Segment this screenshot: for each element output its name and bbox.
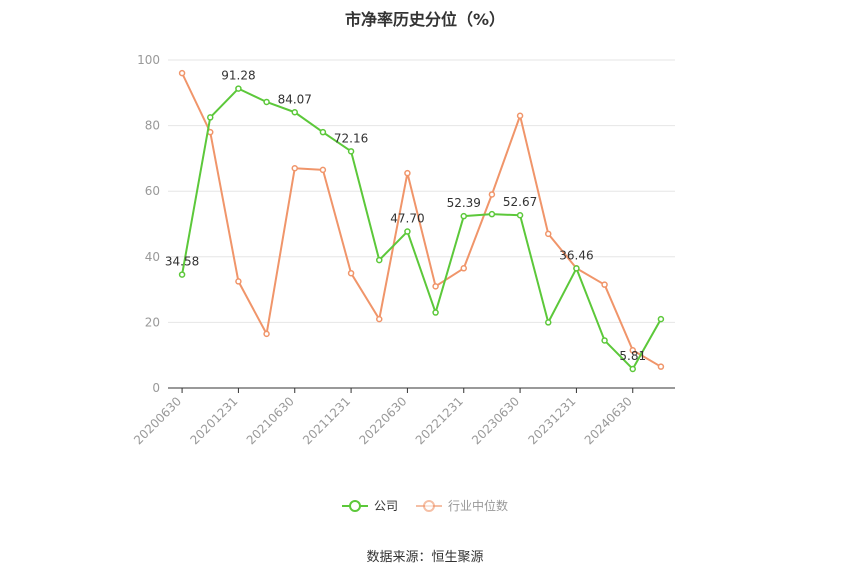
data-label-16: 5.81 <box>619 349 646 363</box>
data-point-s0-15 <box>601 337 608 344</box>
data-point-s0-1 <box>207 114 214 121</box>
x-tick-label-20201231: 20201231 <box>187 394 240 447</box>
legend-marker-industry-median <box>416 499 442 512</box>
y-tick-label-40: 40 <box>145 250 160 264</box>
legend-label-industry-median: 行业中位数 <box>448 499 509 513</box>
data-point-s0-12 <box>516 211 524 219</box>
legend-label-company: 公司 <box>373 499 398 513</box>
data-label-8: 47.70 <box>390 212 424 226</box>
data-point-s0-8 <box>404 228 411 235</box>
legend: 公司 行业中位数 <box>0 497 850 514</box>
data-point-s1-3 <box>263 330 270 338</box>
data-label-12: 52.67 <box>503 195 537 209</box>
data-point-s1-6 <box>347 269 355 277</box>
x-tick-label-20210630: 20210630 <box>244 394 297 447</box>
data-point-s1-8 <box>404 169 411 177</box>
data-point-s1-17 <box>657 363 665 370</box>
data-point-s0-5 <box>319 128 327 136</box>
data-point-s1-11 <box>488 191 496 198</box>
data-point-s0-4 <box>291 109 298 116</box>
data-point-s1-5 <box>319 166 327 174</box>
data-source: 数据来源：恒生聚源 <box>366 550 484 565</box>
series-line-0 <box>181 87 662 370</box>
data-point-s1-4 <box>291 164 298 172</box>
data-point-s0-16 <box>629 365 636 373</box>
data-label-14: 36.46 <box>559 248 593 262</box>
x-tick-label-20211231: 20211231 <box>300 394 353 447</box>
x-tick-label-20230630: 20230630 <box>469 394 522 447</box>
data-label-0: 34.58 <box>165 255 199 269</box>
grid-lines <box>168 59 675 323</box>
data-label-6: 72.16 <box>334 131 368 145</box>
x-tick-label-20240630: 20240630 <box>582 394 635 447</box>
chart-title: 市净率历史分位（%） <box>344 10 506 29</box>
x-tick-label-20200630: 20200630 <box>131 394 184 447</box>
data-point-s0-7 <box>376 256 383 264</box>
data-point-s0-10 <box>460 212 467 220</box>
data-point-s1-0 <box>178 69 186 77</box>
y-tick-label-100: 100 <box>137 53 160 67</box>
data-point-s0-6 <box>347 148 355 155</box>
data-point-s1-15 <box>601 281 608 288</box>
data-label-10: 52.39 <box>447 196 481 210</box>
data-point-s0-13 <box>545 319 552 326</box>
data-point-s0-2 <box>235 85 242 92</box>
data-point-s0-14 <box>573 265 580 272</box>
x-tick-label-20220630: 20220630 <box>356 394 409 447</box>
data-point-s1-16 <box>629 347 636 354</box>
legend-item-company[interactable]: 公司 <box>341 497 398 514</box>
data-labels: 34.58 91.28 84.07 72.16 47.70 52.39 52.67 36.46… <box>165 69 646 363</box>
data-point-s0-0 <box>178 271 186 278</box>
y-tick-label-60: 60 <box>145 184 160 198</box>
series-lines <box>178 69 665 373</box>
data-label-2: 91.28 <box>221 69 255 83</box>
data-point-s1-2 <box>235 278 242 285</box>
legend-marker-company <box>341 499 368 512</box>
data-point-s0-9 <box>432 309 439 316</box>
x-tick-label-20221231: 20221231 <box>413 394 466 447</box>
data-point-s0-11 <box>488 210 496 218</box>
y-tick-label-0: 0 <box>152 381 160 395</box>
data-point-s0-3 <box>263 98 270 106</box>
y-tick-label-20: 20 <box>145 315 160 329</box>
x-tick-label-20231231: 20231231 <box>525 394 578 447</box>
data-point-s1-9 <box>432 283 439 290</box>
series-line-1 <box>181 72 662 368</box>
data-point-s1-10 <box>460 265 467 272</box>
data-point-s0-17 <box>657 315 665 323</box>
legend-item-industry-median[interactable]: 行业中位数 <box>416 497 508 514</box>
data-point-s1-7 <box>376 315 383 323</box>
y-tick-label-80: 80 <box>145 119 160 133</box>
data-point-s1-12 <box>516 112 524 120</box>
data-point-s1-13 <box>545 230 552 238</box>
data-label-4: 84.07 <box>278 92 312 106</box>
